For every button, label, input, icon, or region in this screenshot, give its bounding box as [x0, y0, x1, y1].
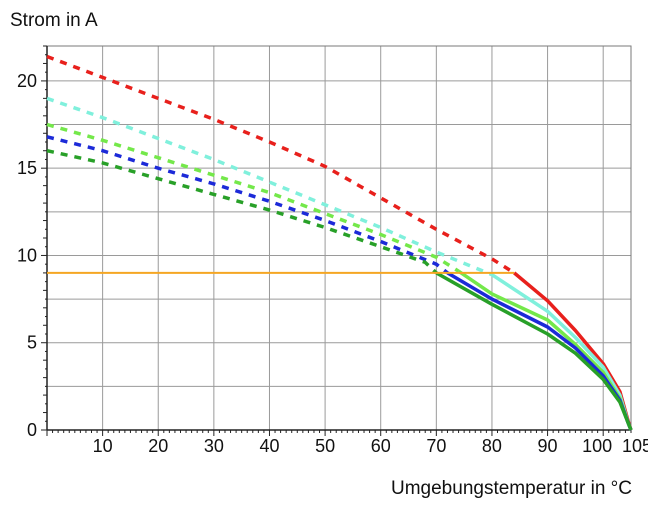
series-line-solid-green: [435, 271, 633, 431]
x-axis-label: Umgebungstemperatur in °C: [391, 478, 632, 499]
series-line-dashed-blue: [46, 135, 449, 275]
x-tick-label: 105: [622, 436, 648, 456]
series-line-dashed-green: [46, 148, 438, 275]
series-line-solid-cyan: [491, 273, 633, 431]
y-axis-label: Strom in A: [10, 10, 98, 31]
x-tick-label: 50: [315, 436, 335, 456]
x-tick-label: 20: [148, 436, 168, 456]
x-tick-label: 80: [482, 436, 502, 456]
y-tick-label: 15: [17, 158, 37, 178]
y-tick-label: 5: [27, 333, 37, 353]
x-tick-label: 60: [371, 436, 391, 456]
plot-frame: [46, 45, 632, 431]
x-tick-label: 10: [93, 436, 113, 456]
series-line-dashed-cyan: [46, 96, 493, 277]
x-tick-label: 90: [538, 436, 558, 456]
x-tick-label: 70: [426, 436, 446, 456]
y-tick-label: 0: [27, 420, 37, 440]
x-tick-label: 100: [582, 436, 612, 456]
x-tick-label: 40: [259, 436, 279, 456]
series-line-dashed-red: [46, 54, 516, 275]
y-tick-label: 10: [17, 245, 37, 265]
x-tick-label: 30: [204, 436, 224, 456]
y-tick-label: 20: [17, 71, 37, 91]
